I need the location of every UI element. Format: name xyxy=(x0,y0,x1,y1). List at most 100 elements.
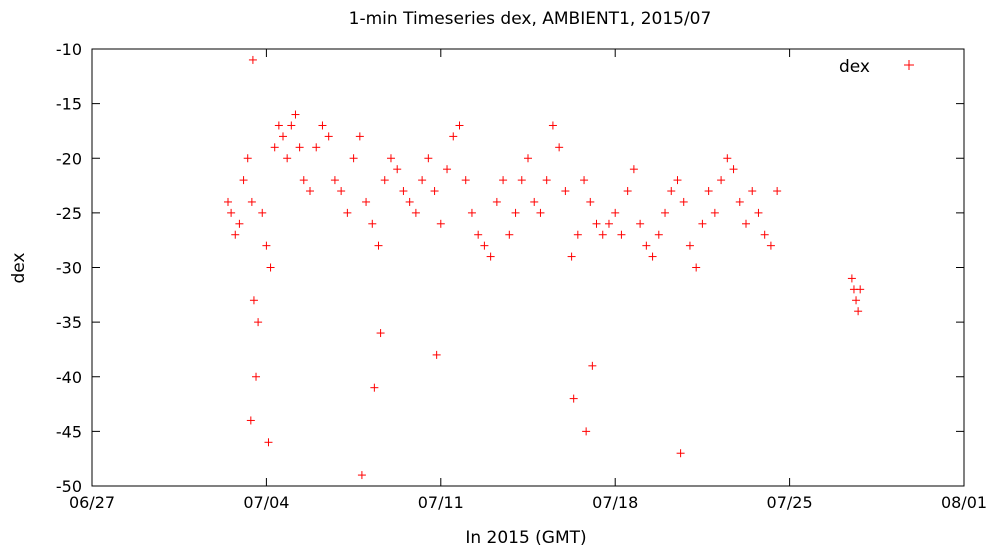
data-point xyxy=(704,187,713,196)
data-point xyxy=(405,197,414,206)
data-point xyxy=(536,208,545,217)
data-point xyxy=(679,197,688,206)
y-tick-label: -35 xyxy=(56,313,82,332)
data-point xyxy=(676,449,685,458)
data-point xyxy=(754,208,763,217)
data-point xyxy=(766,241,775,250)
y-tick-label: -25 xyxy=(56,204,82,223)
data-point xyxy=(223,197,232,206)
data-point xyxy=(542,176,551,185)
data-point xyxy=(357,471,366,480)
data-point xyxy=(530,197,539,206)
y-tick-label: -45 xyxy=(56,422,82,441)
data-point xyxy=(249,296,258,305)
data-point xyxy=(264,438,273,447)
data-point xyxy=(573,230,582,239)
data-point xyxy=(629,165,638,174)
data-point xyxy=(717,176,726,185)
data-point xyxy=(548,121,557,130)
data-point xyxy=(343,208,352,217)
data-point xyxy=(227,208,236,217)
y-tick-label: -15 xyxy=(56,95,82,114)
data-point xyxy=(436,219,445,228)
data-point xyxy=(231,230,240,239)
x-axis: 06/27 07/04 07/11 07/18 07/25 08/01 xyxy=(69,49,987,512)
data-point xyxy=(324,132,333,141)
data-point xyxy=(467,208,476,217)
data-point xyxy=(461,176,470,185)
y-tick-label: -20 xyxy=(56,149,82,168)
data-point xyxy=(698,219,707,228)
data-point xyxy=(580,176,589,185)
data-point xyxy=(486,252,495,261)
legend: dex xyxy=(839,57,914,77)
data-point xyxy=(505,230,514,239)
data-point xyxy=(295,143,304,152)
data-point xyxy=(312,143,321,152)
data-point xyxy=(270,143,279,152)
data-point xyxy=(252,372,261,381)
data-point xyxy=(773,187,782,196)
data-point xyxy=(661,208,670,217)
data-point xyxy=(648,252,657,261)
x-tick-label: 06/27 xyxy=(69,493,115,512)
data-point xyxy=(254,318,263,327)
data-point xyxy=(847,274,856,283)
data-point xyxy=(299,176,308,185)
data-point xyxy=(243,154,252,163)
data-point xyxy=(362,197,371,206)
data-point xyxy=(279,132,288,141)
data-point xyxy=(623,187,632,196)
data-point xyxy=(235,219,244,228)
data-point xyxy=(432,350,441,359)
data-point xyxy=(555,143,564,152)
data-point xyxy=(370,383,379,392)
data-point xyxy=(349,154,358,163)
x-tick-label: 07/04 xyxy=(243,493,289,512)
data-point xyxy=(499,176,508,185)
data-point xyxy=(511,208,520,217)
legend-marker-dex xyxy=(904,60,914,70)
data-point xyxy=(685,241,694,250)
data-point xyxy=(592,219,601,228)
data-point xyxy=(443,165,452,174)
data-point xyxy=(852,296,861,305)
x-tick-label: 07/25 xyxy=(767,493,813,512)
data-point xyxy=(710,208,719,217)
data-point xyxy=(667,187,676,196)
data-point xyxy=(411,208,420,217)
data-point xyxy=(258,208,267,217)
y-tick-label: -10 xyxy=(56,40,82,59)
data-point xyxy=(291,110,300,119)
data-point xyxy=(723,154,732,163)
data-point xyxy=(588,361,597,370)
data-point xyxy=(748,187,757,196)
data-point xyxy=(611,208,620,217)
data-point xyxy=(569,394,578,403)
data-point xyxy=(262,241,271,250)
data-point xyxy=(239,176,248,185)
data-point xyxy=(337,187,346,196)
data-point xyxy=(760,230,769,239)
chart-title: 1-min Timeseries dex, AMBIENT1, 2015/07 xyxy=(349,9,712,29)
data-point xyxy=(374,241,383,250)
data-point xyxy=(692,263,701,272)
x-tick-label: 07/11 xyxy=(418,493,464,512)
data-point xyxy=(517,176,526,185)
data-point xyxy=(266,263,275,272)
data-point xyxy=(586,197,595,206)
data-point xyxy=(854,307,863,316)
data-point xyxy=(617,230,626,239)
data-point xyxy=(636,219,645,228)
y-axis: -10 -15 -20 -25 -30 -35 -40 -45 -50 xyxy=(56,40,964,496)
data-point xyxy=(654,230,663,239)
data-point xyxy=(246,416,255,425)
data-point xyxy=(604,219,613,228)
data-point xyxy=(355,132,364,141)
data-point xyxy=(582,427,591,436)
data-point xyxy=(474,230,483,239)
y-tick-label: -30 xyxy=(56,259,82,278)
data-point xyxy=(283,154,292,163)
x-axis-title: In 2015 (GMT) xyxy=(465,528,586,548)
